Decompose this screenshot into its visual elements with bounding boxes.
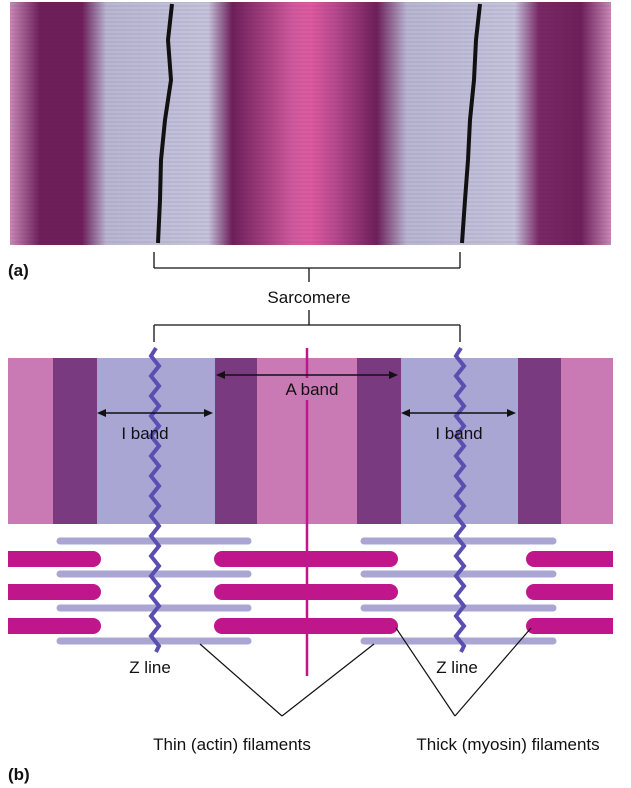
panel-b-label: (b)	[8, 765, 30, 784]
z-line-left-label: Z line	[129, 658, 171, 677]
band-pink-right-edge	[561, 358, 613, 524]
i-band-right-label: I band	[435, 424, 482, 443]
z-line-right-label: Z line	[436, 658, 478, 677]
micrograph-z-line-right	[460, 3, 482, 244]
band-dark-left	[53, 358, 97, 524]
micrograph-striation	[10, 2, 611, 245]
micrograph	[10, 2, 611, 245]
thin-filament-leaders	[199, 643, 375, 717]
sarcomere-bracket-top	[153, 252, 461, 282]
i-band-right-arrow	[401, 409, 516, 417]
panel-a-label: (a)	[8, 261, 29, 280]
sarcomere-label: Sarcomere	[267, 288, 350, 307]
i-band-left-label: I band	[121, 424, 168, 443]
thick-filaments-label: Thick (myosin) filaments	[416, 735, 599, 754]
a-band-label-bg	[270, 378, 356, 400]
a-band-label: A band	[286, 380, 339, 399]
a-band-dark-right	[357, 358, 401, 524]
z-line-left	[148, 346, 162, 653]
thin-filaments-label: Thin (actin) filaments	[153, 735, 311, 754]
a-band-dark-left	[215, 358, 257, 524]
thick-filaments	[8, 551, 613, 634]
a-band-arrow	[216, 371, 398, 379]
z-line-right	[453, 346, 467, 653]
sarcomere-bracket-bottom	[153, 310, 461, 342]
band-pink-left-edge	[8, 358, 53, 524]
band-dark-right	[518, 358, 561, 524]
i-band-left-arrow	[97, 409, 213, 417]
micrograph-z-line-left	[156, 3, 174, 244]
thick-filament-leaders	[395, 627, 532, 717]
